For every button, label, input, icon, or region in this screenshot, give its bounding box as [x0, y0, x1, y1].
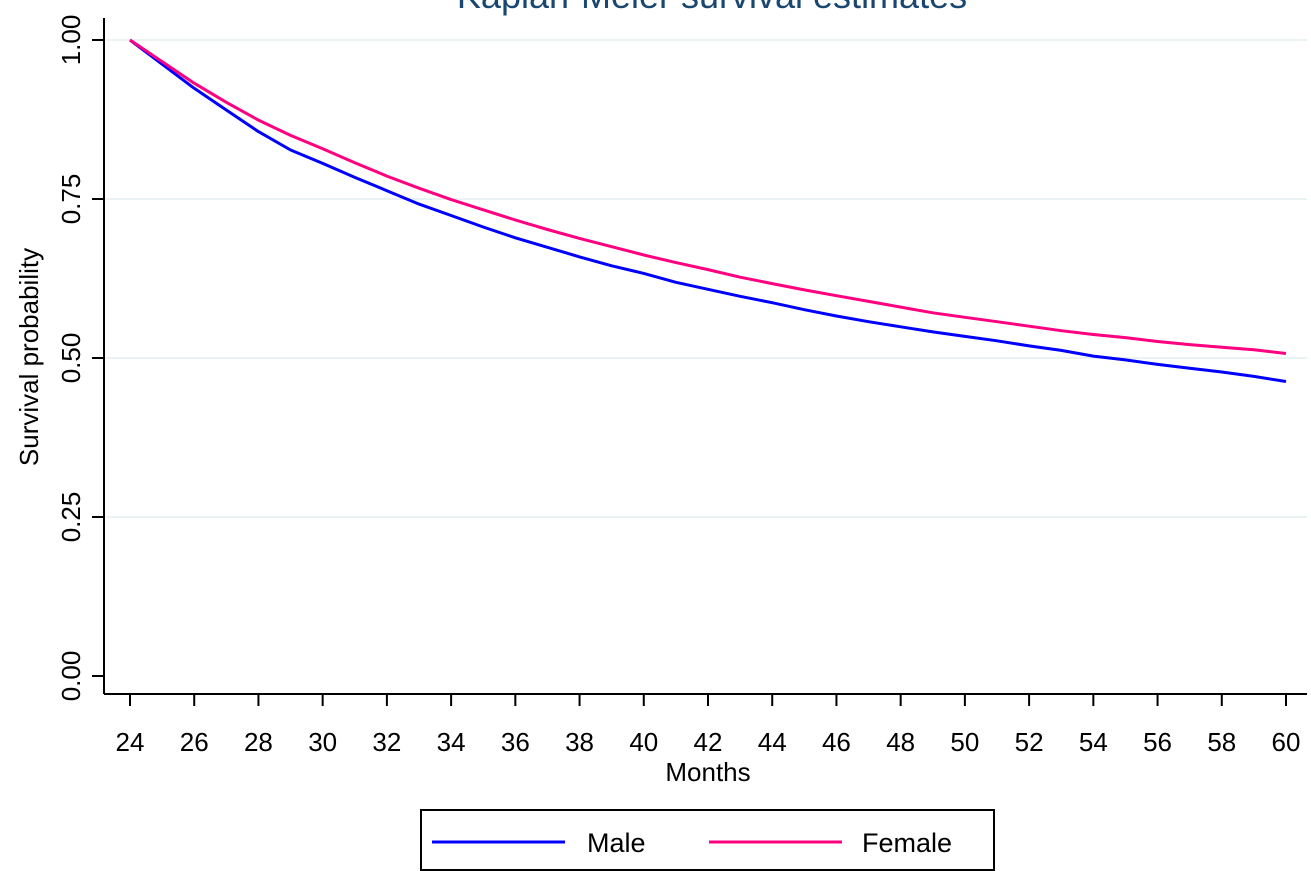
x-tick-label: 26	[180, 727, 209, 757]
series-line-female	[129, 38, 1287, 355]
y-axis-ticks: 0.00 0.25 0.50 0.75 1.00	[56, 15, 104, 702]
x-tick-label: 30	[308, 727, 337, 757]
x-axis-label: Months	[665, 757, 750, 787]
x-tick-label: 48	[886, 727, 915, 757]
x-tick-label: 52	[1015, 727, 1044, 757]
x-tick-label: 50	[950, 727, 979, 757]
x-tick-label: 58	[1207, 727, 1236, 757]
legend-label-male: Male	[587, 828, 646, 858]
legend: Male Female	[420, 809, 995, 871]
chart-title: Kaplan-Meier survival estimates	[457, 0, 967, 16]
x-tick-label: 38	[565, 727, 594, 757]
x-tick-label: 42	[694, 727, 723, 757]
x-tick-label: 54	[1079, 727, 1108, 757]
x-tick-label: 36	[501, 727, 530, 757]
x-tick-label: 40	[629, 727, 658, 757]
x-tick-label: 60	[1272, 727, 1301, 757]
series-line-male	[129, 38, 1287, 383]
x-axis-ticks: 24 26 28 30 32 34 36 38 40 42 44 46 48 50 52 54 56 58 60	[116, 694, 1301, 757]
y-tick-label: 0.25	[56, 492, 86, 543]
legend-box	[420, 809, 995, 871]
y-tick-label: 0.00	[56, 651, 86, 702]
x-tick-label: 46	[822, 727, 851, 757]
x-tick-label: 24	[116, 727, 145, 757]
legend-label-female: Female	[862, 828, 952, 858]
x-tick-label: 34	[437, 727, 466, 757]
x-tick-label: 44	[758, 727, 787, 757]
x-tick-label: 28	[244, 727, 273, 757]
x-tick-label: 56	[1143, 727, 1172, 757]
y-tick-label: 1.00	[56, 15, 86, 66]
grid-lines	[106, 39, 1307, 518]
y-tick-label: 0.75	[56, 174, 86, 225]
y-tick-label: 0.50	[56, 333, 86, 384]
x-tick-label: 32	[372, 727, 401, 757]
series-lines	[129, 38, 1287, 383]
y-axis-label: Survival probability	[14, 248, 44, 466]
